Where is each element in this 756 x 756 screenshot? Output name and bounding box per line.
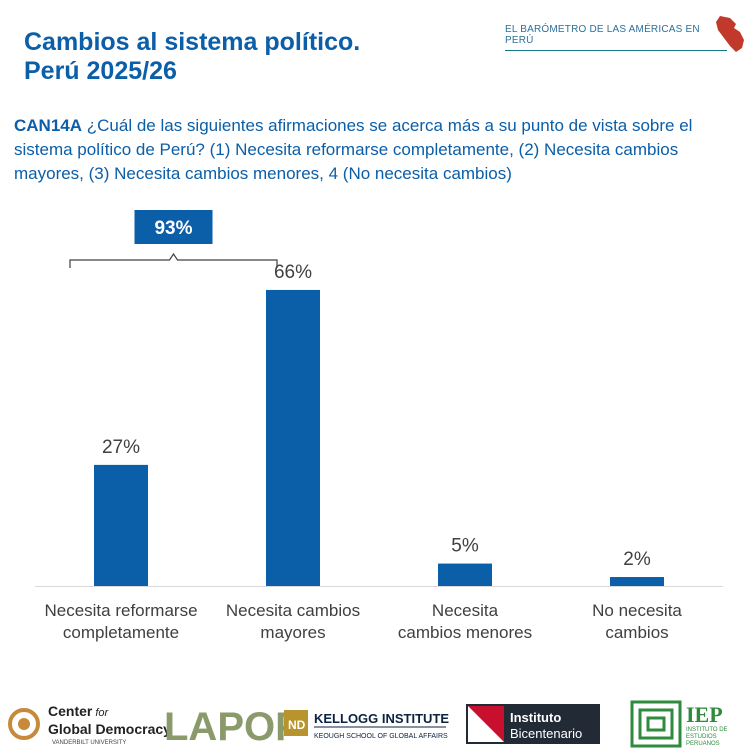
title-line-2: Perú 2025/26 [24,57,177,85]
question-code: CAN14A [14,116,83,135]
category-label-3: No necesita cambios [592,601,682,642]
kellogg-line2: KEOUGH SCHOOL OF GLOBAL AFFAIRS [314,733,448,740]
iep-line3: PERUANOS [686,741,720,747]
bar-chart: 27% Necesita reformarse completamente 66% Ne… [35,210,723,642]
ccgd-for: for [95,707,109,719]
question-text: ¿Cuál de las siguientes afirmaciones se … [14,116,693,183]
peru-map-icon [716,16,744,52]
bicentenario-logo: Instituto Bicentenario [466,704,600,744]
value-label-1: 66% [274,262,312,283]
value-label-2: 5% [451,536,479,557]
barometro-brand: EL BARÓMETRO DE LAS AMÉRICAS EN PERÚ [505,24,727,51]
ccgd-line1: Center [48,703,93,719]
category-label-2: Necesita cambios menores [398,601,532,642]
svg-text:ND: ND [288,718,306,732]
kellogg-line1: KELLOGG INSTITUTE [314,711,449,726]
bracket [69,252,278,268]
bar-2 [438,563,492,586]
category-label-1: Necesita cambios mayores [226,601,360,642]
footer-logos: Center for Global Democracy VANDERBILT UN… [8,700,728,749]
title-line-1: Cambios al sistema político. [24,28,361,56]
ccgd-line2: Global Democracy [48,721,171,737]
value-label-0: 27% [102,437,140,458]
category-label-0: Necesita reformarse completamente [44,601,197,642]
iep-line1: INSTITUTO DE [686,727,728,733]
value-label-3: 2% [623,549,651,570]
lapop-logo: LAPOP [164,705,302,749]
bicentenario-line1: Instituto [510,710,561,725]
bar-3 [610,577,664,586]
chart-title: Cambios al sistema político. Perú 2025/2… [24,28,360,86]
survey-question: CAN14A ¿Cuál de las siguientes afirmacio… [14,114,742,186]
iep-line2: ESTUDIOS [686,734,717,740]
bar-0 [94,464,148,586]
ccgd-logo: Center for Global Democracy VANDERBILT UN… [8,703,171,746]
iep-text: IEP [686,702,723,727]
bicentenario-line2: Bicentenario [510,726,582,741]
kellogg-logo: ND KELLOGG INSTITUTE KEOUGH SCHOOL OF GL… [284,710,449,740]
iep-logo: IEP INSTITUTO DE ESTUDIOS PERUANOS [630,700,728,748]
annotation-box [134,210,213,244]
annotation-label: 93% [154,218,192,239]
bar-1 [266,289,320,586]
ccgd-line3: VANDERBILT UNIVERSITY [52,740,126,746]
